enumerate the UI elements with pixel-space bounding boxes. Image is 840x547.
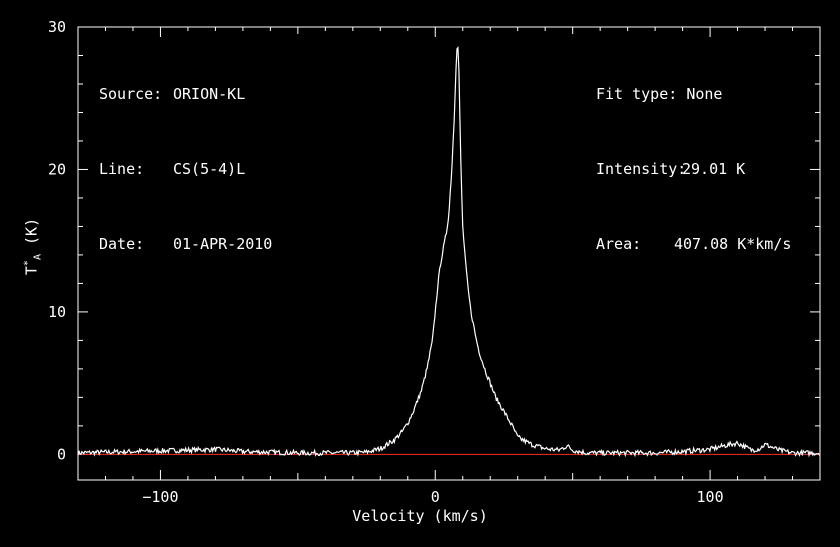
- y-tick-label: 20: [48, 160, 66, 178]
- source-value: ORION-KL: [173, 85, 246, 103]
- fit-value: None: [686, 85, 723, 103]
- line-key: Line:: [99, 160, 145, 178]
- y-axis-label-main: T: [22, 266, 41, 276]
- x-tick-label: −100: [142, 488, 178, 506]
- series-line: [77, 46, 821, 458]
- y-axis-label-unit: (K): [22, 217, 41, 255]
- x-tick-label: 0: [431, 488, 440, 506]
- intensity-key: Intensity:: [596, 160, 687, 178]
- source-key: Source:: [99, 85, 163, 103]
- area-value: 407.08 K*km/s: [674, 235, 792, 253]
- date-key: Date:: [99, 235, 145, 253]
- x-axis-label: Velocity (km/s): [352, 507, 488, 525]
- y-tick-label: 30: [48, 18, 66, 36]
- y-tick-label: 10: [48, 303, 66, 321]
- fit-key: Fit type:: [596, 85, 678, 103]
- y-axis-label: T*A (K): [23, 212, 44, 282]
- y-tick-label: 0: [57, 445, 66, 463]
- intensity-value: 29.01 K: [682, 160, 746, 178]
- info-left-panel: Source: ORION-KL Line: CS(5-4)L Date: 01-AP…: [99, 32, 272, 282]
- info-right-panel: Fit type: None Intensity:29.01 K Area: 40…: [596, 32, 791, 282]
- x-tick-label: 100: [697, 488, 724, 506]
- line-value: CS(5-4)L: [173, 160, 246, 178]
- y-axis-label-sub: A: [32, 254, 44, 261]
- date-value: 01-APR-2010: [173, 235, 273, 253]
- area-key: Area:: [596, 235, 642, 253]
- y-axis-label-sup: *: [22, 260, 34, 267]
- plot-frame: [77, 26, 821, 481]
